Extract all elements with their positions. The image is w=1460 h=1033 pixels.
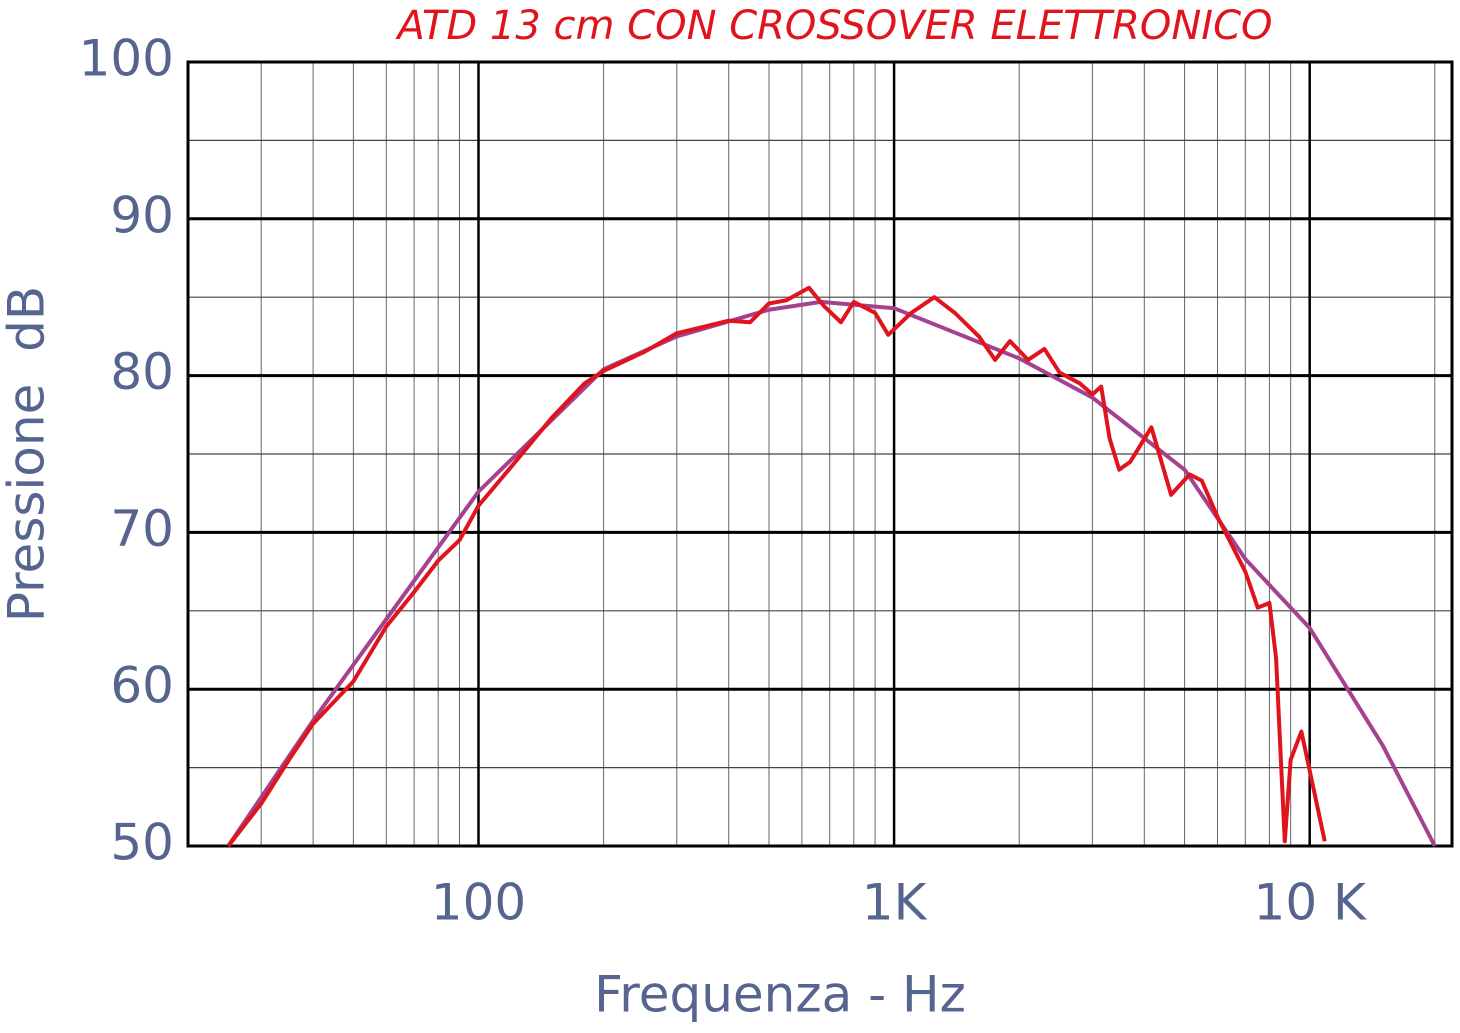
y-tick-label: 80 <box>110 343 174 401</box>
y-tick-label: 60 <box>110 657 174 715</box>
chart-title: ATD 13 cm CON CROSSOVER ELETTRONICO <box>394 3 1272 49</box>
y-tick-label: 90 <box>110 186 174 244</box>
x-tick-label: 1K <box>862 874 928 932</box>
y-tick-label: 100 <box>79 30 174 88</box>
line-series <box>226 285 1327 848</box>
line-series <box>226 299 1437 848</box>
y-tick-label: 50 <box>110 814 174 872</box>
plot-border <box>186 60 1454 848</box>
y-tick-label: 70 <box>110 500 174 558</box>
y-axis-label: Pressione dB <box>0 286 56 622</box>
x-tick-label: 100 <box>431 874 526 932</box>
x-tick-label: 10 K <box>1254 874 1368 932</box>
x-axis-label: Frequenza - Hz <box>594 966 966 1024</box>
